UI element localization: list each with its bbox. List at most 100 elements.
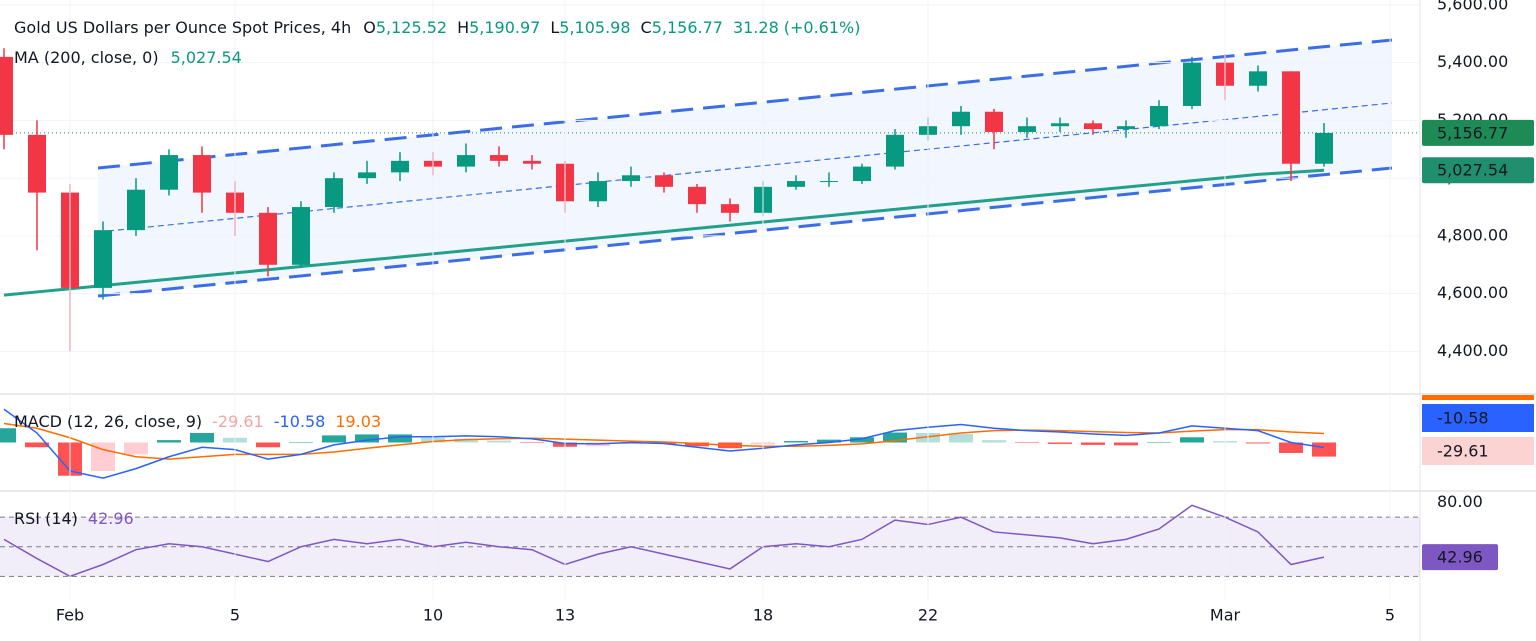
y-tick-label: 5,400.00 (1437, 52, 1508, 71)
ohlc-label: L (550, 18, 559, 37)
candle-body (655, 175, 673, 187)
macd-histogram-bar (1279, 442, 1303, 453)
macd-histogram-bar (1015, 442, 1039, 443)
histogram-value: -29.61 (212, 412, 264, 431)
candle-body (457, 155, 475, 167)
candle-body (490, 155, 508, 161)
y-tick-label: 80.00 (1437, 492, 1483, 511)
candle-body (1315, 132, 1333, 164)
ohlc-label: O (363, 18, 376, 37)
ohlc-value: 5,105.98 (559, 18, 630, 37)
macd-histogram-bar (190, 433, 214, 443)
signal-value-scale: 19.03 (1437, 380, 1483, 399)
signal-value-box (1422, 395, 1534, 400)
macd-histogram-bar (685, 442, 709, 447)
histogram-value-scale: -29.61 (1437, 442, 1489, 461)
y-tick-label: 4,600.00 (1437, 283, 1508, 302)
channel-lower (97, 166, 1393, 298)
ma-value: 5,027.54 (171, 48, 242, 67)
candle-body (886, 134, 904, 167)
candle-body (820, 181, 838, 183)
last-price-label-box (1422, 119, 1534, 146)
candle-body (325, 178, 343, 208)
ohlc-value: 5,125.52 (376, 18, 447, 37)
candle-body (358, 172, 376, 179)
candle-body (160, 155, 178, 190)
x-tick-label: Mar (1210, 606, 1241, 625)
macd-histogram-bar (883, 432, 907, 443)
candle-body (28, 134, 46, 193)
histogram-value-box (1422, 437, 1534, 465)
change-pct: (+0.61%) (784, 18, 861, 37)
candle-body (952, 111, 970, 127)
macd-histogram-bar (1048, 442, 1072, 444)
ohlc-value: 5,190.97 (469, 18, 540, 37)
y-tick-label: 5,600.00 (1437, 0, 1508, 13)
x-tick-label: Feb (56, 606, 84, 625)
macd-histogram-bar (454, 438, 478, 443)
macd-histogram-bar (520, 442, 544, 443)
rsi-legend: RSI (14) 42.96 (14, 509, 134, 528)
ohlc-label: H (457, 18, 469, 37)
candle-body (1084, 123, 1102, 130)
candle-body (127, 189, 145, 231)
candle-body (259, 212, 277, 265)
price-channel (97, 38, 1393, 298)
ma-legend: MA (200, close, 0) 5,027.54 (14, 48, 242, 67)
macd-value-box (1422, 404, 1534, 432)
candle-body (0, 56, 13, 135)
candle-body (622, 175, 640, 182)
ma-last-label-box (1422, 157, 1534, 184)
x-tick-label: 5 (1385, 606, 1395, 625)
macd-histogram-bar (124, 442, 148, 455)
candle-body (1051, 123, 1069, 127)
macd-histogram-bar (355, 434, 379, 443)
last-price-label: 5,156.77 (1437, 123, 1508, 142)
macd-histogram-bar (1312, 442, 1336, 457)
candle-body (1117, 126, 1135, 130)
ohlc-label: C (641, 18, 652, 37)
candle-body (688, 186, 706, 205)
x-tick-label: 13 (555, 606, 575, 625)
macd-histogram-bar (256, 442, 280, 448)
macd-histogram-bar (322, 435, 346, 443)
macd-value: -10.58 (274, 412, 326, 431)
rsi-value: 42.96 (88, 509, 134, 528)
macd-histogram-bar (487, 440, 511, 443)
panel-0 (0, 4, 1420, 352)
macd-histogram-bar (1081, 442, 1105, 445)
y-tick-label: 4,800.00 (1437, 225, 1508, 244)
macd-histogram-bar (1114, 442, 1138, 446)
candle-body (94, 230, 112, 288)
signal-value: 19.03 (335, 412, 381, 431)
macd-histogram-bar (982, 440, 1006, 443)
rsi-value-scale: 42.96 (1437, 548, 1483, 567)
candle-body (985, 111, 1003, 132)
macd-histogram-bar (0, 428, 16, 443)
rsi-line (3, 504, 1325, 578)
candle-body (292, 207, 310, 265)
channel-upper (97, 38, 1393, 170)
macd-histogram-bar (1180, 437, 1204, 443)
candle-body (853, 166, 871, 182)
x-tick-label: 18 (753, 606, 773, 625)
macd-histogram-bar (784, 441, 808, 443)
macd-histogram-bar (1246, 442, 1270, 444)
ma-line (3, 168, 1325, 297)
rsi-value-box (1422, 544, 1498, 571)
change-value: 31.28 (733, 18, 779, 37)
macd-histogram-bar (25, 442, 49, 448)
candle-body (1183, 62, 1201, 106)
candle-body (787, 181, 805, 187)
ohlc-value: 5,156.77 (652, 18, 723, 37)
candle-body (721, 204, 739, 213)
header-line: Gold US Dollars per Ounce Spot Prices, 4… (14, 18, 860, 37)
macd-histogram-bar (388, 434, 412, 443)
macd-label: MACD (12, 26, close, 9) (14, 412, 202, 431)
macd-histogram-bar (817, 439, 841, 443)
panel-2 (0, 504, 1420, 578)
channel-mid (97, 102, 1393, 233)
ma-label: MA (200, close, 0) (14, 48, 159, 67)
candle-body (1018, 126, 1036, 132)
candle-body (1150, 105, 1168, 127)
